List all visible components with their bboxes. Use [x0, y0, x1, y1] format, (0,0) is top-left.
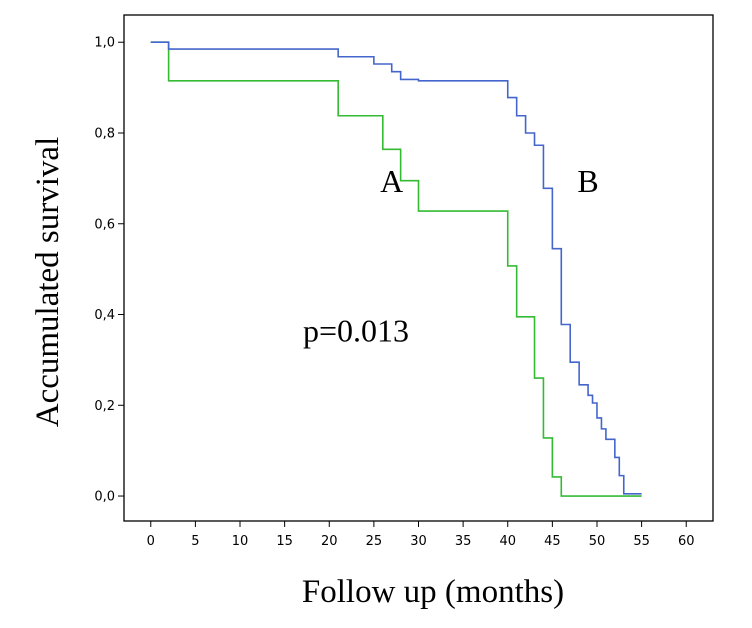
- annotation-p: p=0.013: [303, 313, 409, 349]
- x-axis-title: Follow up (months): [302, 574, 564, 610]
- x-tick-label: 20: [321, 534, 338, 549]
- x-axis: 0 5 10 15 20 25 30 35 40 45 50 55 60: [147, 521, 695, 549]
- series-line-a: [150, 41, 642, 497]
- y-tick-label: 0,4: [94, 308, 115, 323]
- x-tick-label: 5: [191, 534, 199, 549]
- x-tick-label: 10: [232, 534, 249, 549]
- x-tick-label: 0: [147, 534, 155, 549]
- y-tick-label: 0,6: [94, 217, 115, 232]
- x-tick-label: 40: [499, 534, 516, 549]
- x-tick-label: 30: [410, 534, 427, 549]
- annotation-layer: A Bp=0.013: [303, 163, 599, 349]
- plot-frame: [123, 14, 714, 522]
- x-tick-label: 35: [455, 534, 472, 549]
- y-tick-label: 0,2: [94, 399, 115, 414]
- x-tick-label: 50: [589, 534, 606, 549]
- y-tick-label: 0,0: [94, 490, 115, 505]
- x-tick-label: 25: [366, 534, 383, 549]
- y-axis: 0,0 0,2 0,4 0,6 0,8 1,0: [94, 36, 124, 505]
- series-line-b: [150, 41, 642, 495]
- y-tick-label: 0,8: [94, 126, 115, 141]
- y-tick-label: 1,0: [94, 36, 115, 51]
- annotation-b: B: [577, 163, 598, 199]
- annotation-a: A: [380, 163, 403, 199]
- y-axis-title: Accumulated survival: [30, 137, 66, 428]
- x-tick-label: 55: [633, 534, 650, 549]
- x-tick-label: 15: [276, 534, 293, 549]
- series-layer: [150, 41, 642, 497]
- x-tick-label: 45: [544, 534, 561, 549]
- x-tick-label: 60: [678, 534, 695, 549]
